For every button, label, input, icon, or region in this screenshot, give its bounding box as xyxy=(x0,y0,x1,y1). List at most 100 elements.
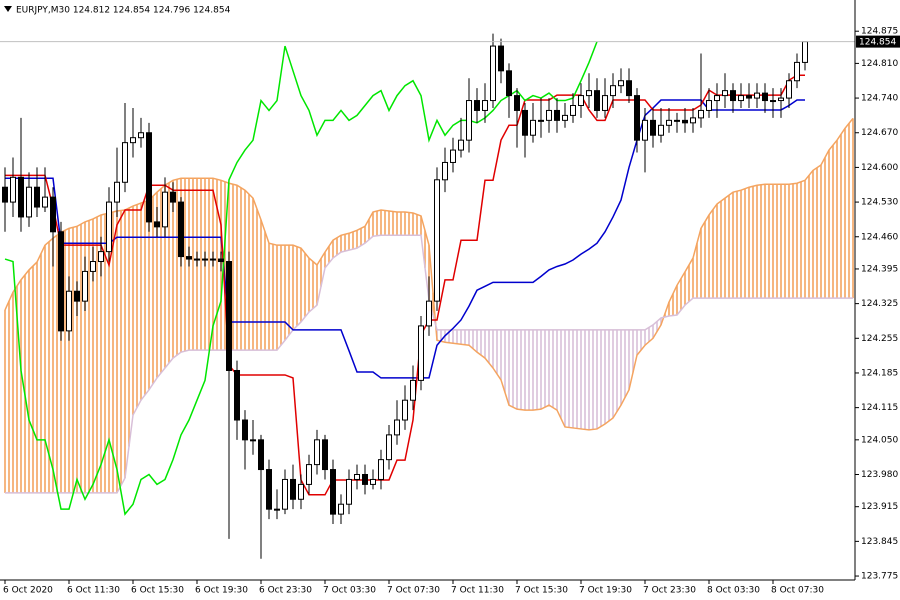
x-tick-label: 7 Oct 15:30 xyxy=(515,586,568,596)
candle-body xyxy=(450,149,456,163)
y-tick-label: 124.460 xyxy=(861,232,898,242)
candle-body xyxy=(466,100,472,141)
candle-body xyxy=(762,92,768,102)
candle-body xyxy=(730,90,736,102)
candle-body xyxy=(378,459,384,480)
candle-body xyxy=(794,61,800,82)
y-tick-label: 124.670 xyxy=(861,128,898,138)
candle-body xyxy=(634,95,640,141)
candle-body xyxy=(138,132,144,139)
candle-body xyxy=(258,439,264,471)
x-tick-label: 6 Oct 11:30 xyxy=(67,586,120,596)
candle-body xyxy=(666,119,672,126)
y-tick-label: 124.740 xyxy=(861,94,898,104)
price-tag-label: 124.854 xyxy=(859,38,896,48)
candle-body xyxy=(410,379,416,401)
candle-body xyxy=(394,419,400,436)
candle-body xyxy=(298,483,304,500)
candle-body xyxy=(714,95,720,102)
candle-body xyxy=(122,142,128,183)
candle-body xyxy=(514,95,520,111)
x-tick-label: 8 Oct 03:30 xyxy=(707,586,760,596)
x-tick-label: 6 Oct 2020 xyxy=(3,586,53,596)
indicator-line xyxy=(4,41,598,516)
candle-body xyxy=(530,119,536,136)
candle-body xyxy=(10,176,16,203)
y-tick-label: 123.845 xyxy=(861,537,898,547)
candle-body xyxy=(674,119,680,122)
candle-body xyxy=(610,85,616,97)
candle-body xyxy=(18,176,24,218)
y-tick-label: 124.600 xyxy=(861,163,898,173)
candle-body xyxy=(250,439,256,442)
y-tick-label: 124.255 xyxy=(861,334,898,344)
y-tick-label: 123.775 xyxy=(861,572,898,582)
y-tick-label: 124.875 xyxy=(861,27,898,37)
x-tick-label: 8 Oct 07:30 xyxy=(771,586,824,596)
indicator-line xyxy=(5,99,805,379)
y-tick-label: 124.530 xyxy=(861,198,898,208)
candle-body xyxy=(802,41,808,63)
candle-body xyxy=(458,139,464,151)
candle-body xyxy=(650,119,656,136)
chart-title: EURJPY,M30 124.812 124.854 124.796 124.8… xyxy=(16,6,231,16)
price-tag xyxy=(856,35,900,48)
candle-body xyxy=(738,95,744,102)
x-tick-label: 7 Oct 03:30 xyxy=(323,586,376,596)
candle-body xyxy=(50,196,56,233)
y-tick-label: 123.915 xyxy=(861,502,898,512)
candle-body xyxy=(314,439,320,466)
candle-body xyxy=(186,256,192,260)
candle-body xyxy=(98,251,104,263)
candle-body xyxy=(418,325,424,381)
candle-body xyxy=(346,478,352,505)
candle-body xyxy=(170,191,176,203)
candle-body xyxy=(578,95,584,106)
candle-body xyxy=(626,80,632,97)
x-tick-label: 7 Oct 11:30 xyxy=(451,586,504,596)
candle-body xyxy=(306,464,312,485)
candle-body xyxy=(2,186,8,203)
candle-body xyxy=(690,117,696,124)
candle-body xyxy=(642,119,648,141)
candle-body xyxy=(58,231,64,332)
candle-body xyxy=(154,221,160,228)
candle-body xyxy=(706,100,712,111)
candle-body xyxy=(746,95,752,99)
candle-body xyxy=(546,109,552,121)
candle-body xyxy=(490,45,496,102)
candle-body xyxy=(34,186,40,208)
candle-body xyxy=(562,114,568,121)
candle-body xyxy=(570,104,576,116)
indicator-line xyxy=(5,74,805,496)
x-tick-label: 6 Oct 15:30 xyxy=(131,586,184,596)
candle-body xyxy=(498,45,504,72)
y-tick-label: 124.395 xyxy=(861,264,898,274)
candle-body xyxy=(658,124,664,136)
y-tick-label: 124.185 xyxy=(861,368,898,378)
candle-body xyxy=(538,119,544,122)
candle-body xyxy=(226,261,232,371)
candle-body xyxy=(234,369,240,421)
candle-body xyxy=(722,90,728,97)
x-tick-label: 6 Oct 23:30 xyxy=(259,586,312,596)
candle-body xyxy=(338,503,344,515)
candle-body xyxy=(274,508,280,511)
candle-body xyxy=(618,80,624,87)
y-tick-label: 124.050 xyxy=(861,435,898,445)
candle-body xyxy=(330,469,336,515)
candle-body xyxy=(698,109,704,119)
candle-body xyxy=(778,97,784,102)
y-tick-label: 124.810 xyxy=(861,59,898,69)
candle-body xyxy=(594,90,600,111)
candle-body xyxy=(66,290,72,332)
candle-body xyxy=(386,434,392,461)
candle-body xyxy=(74,290,80,302)
y-tick-label: 124.325 xyxy=(861,299,898,309)
candle-body xyxy=(362,474,368,485)
candle-body xyxy=(682,119,688,124)
candle-body xyxy=(522,109,528,136)
